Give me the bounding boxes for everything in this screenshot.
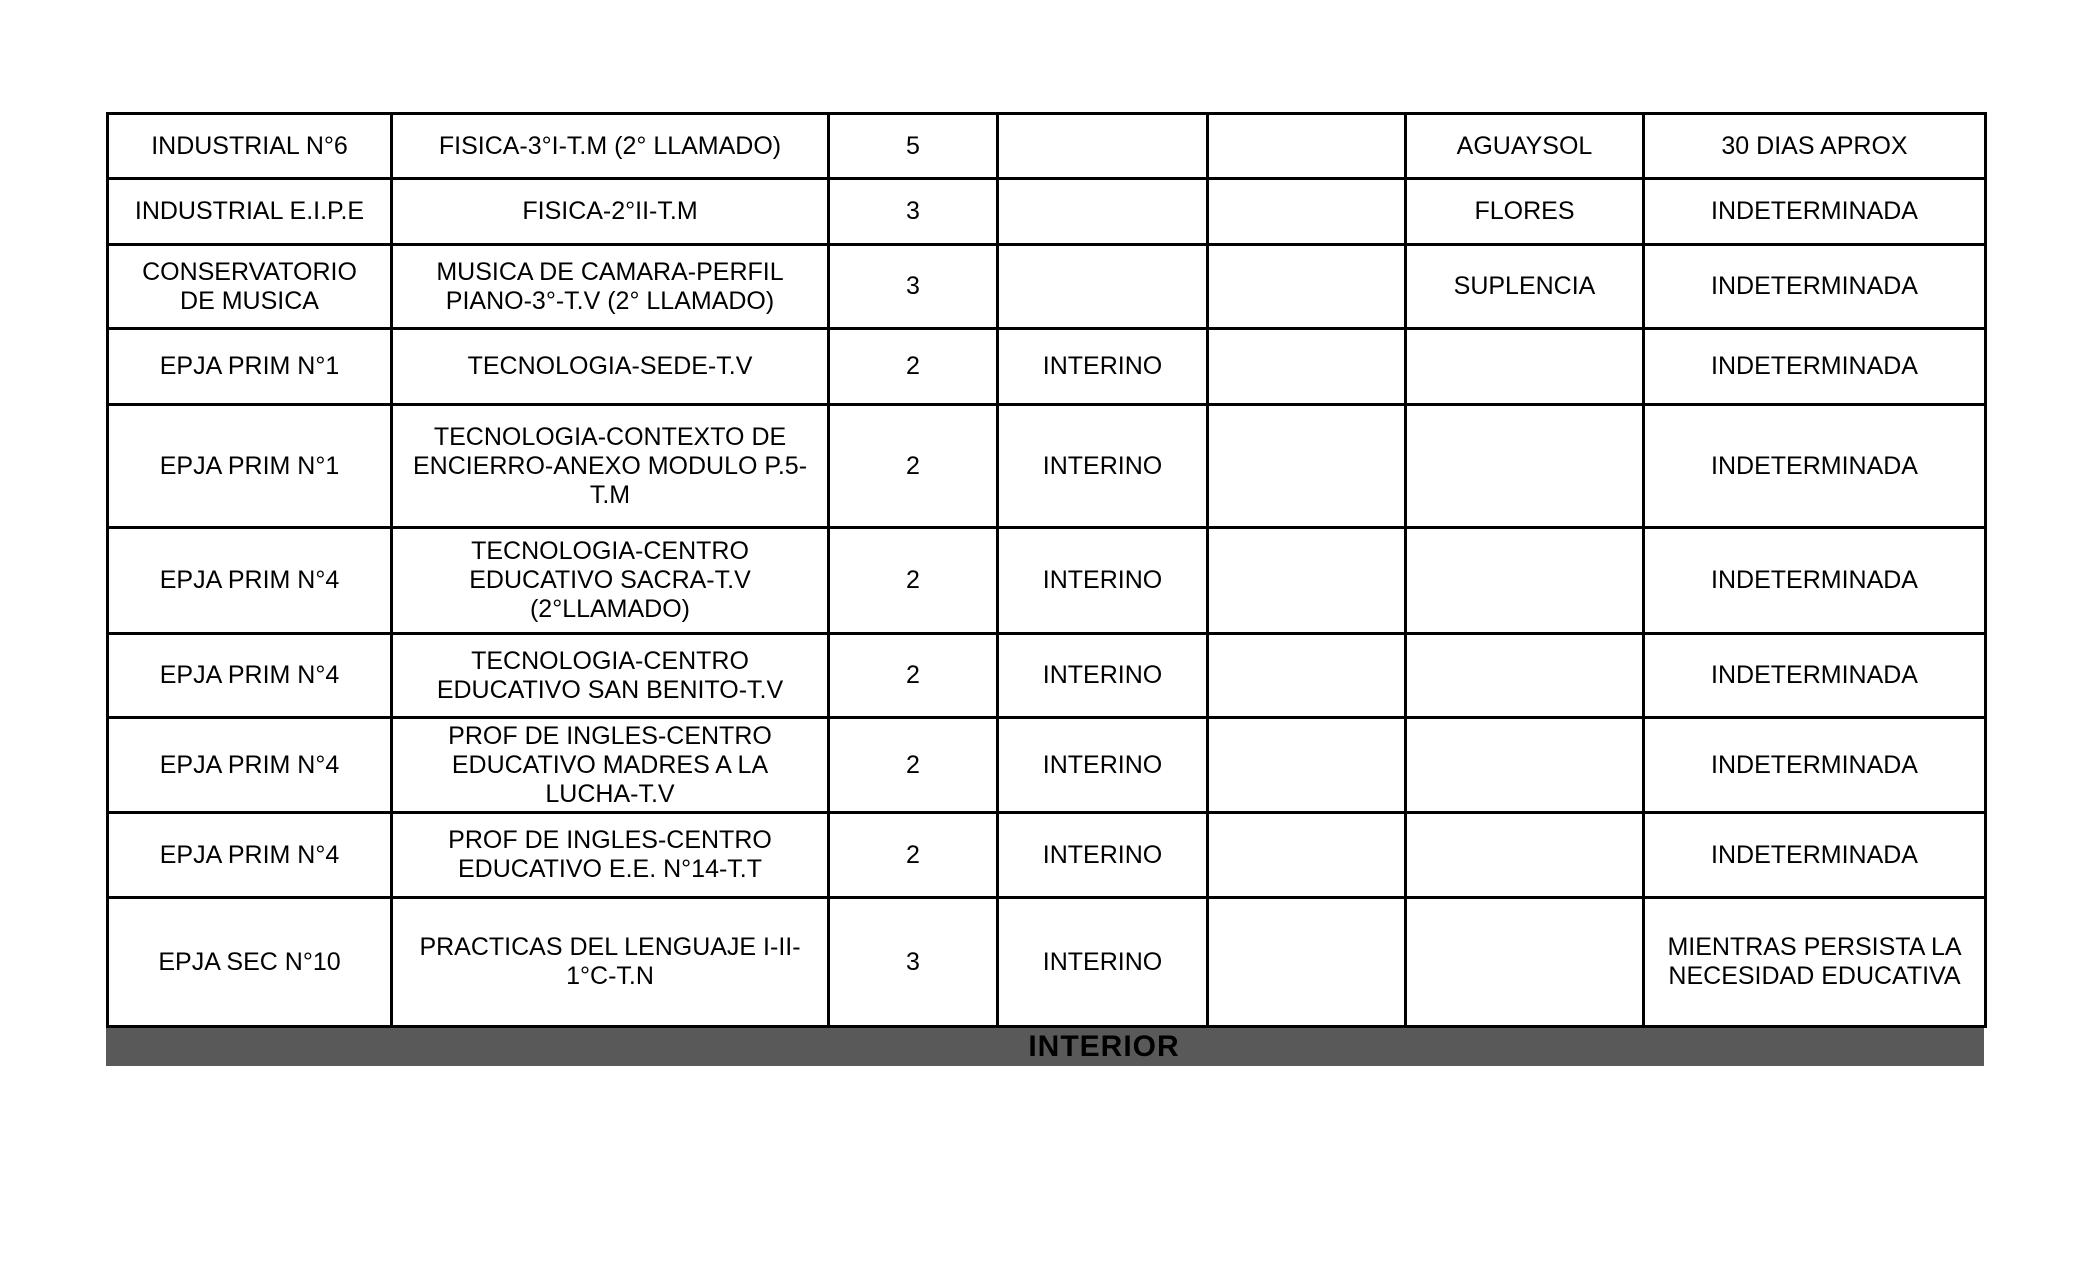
cell-empty (1206, 403, 1407, 529)
cell-status: INTERINO (996, 896, 1209, 1028)
cell-school: EPJA PRIM N°1 (106, 403, 393, 529)
cell-status: INTERINO (996, 526, 1209, 635)
cell-assignee: FLORES (1404, 177, 1645, 246)
section-header-interior: INTERIOR (106, 1028, 1984, 1066)
cell-subject: TECNOLOGIA-CONTEXTO DE ENCIERRO-ANEXO MO… (390, 403, 830, 529)
cell-empty (1206, 177, 1407, 246)
table-row: EPJA PRIM N°1 TECNOLOGIA-CONTEXTO DE ENC… (106, 403, 1987, 529)
cell-hours: 3 (827, 243, 999, 330)
cell-subject: TECNOLOGIA-SEDE-T.V (390, 327, 830, 406)
cell-hours: 2 (827, 526, 999, 635)
cell-duration: INDETERMINADA (1642, 811, 1987, 899)
cell-school: EPJA PRIM N°4 (106, 526, 393, 635)
cell-hours: 3 (827, 177, 999, 246)
cell-hours: 2 (827, 716, 999, 814)
cell-status: INTERINO (996, 811, 1209, 899)
table-row: INDUSTRIAL E.I.P.E FISICA-2°II-T.M 3 FLO… (106, 177, 1987, 246)
cell-duration: INDETERMINADA (1642, 526, 1987, 635)
vacancy-table: INDUSTRIAL N°6 FISICA-3°I-T.M (2° LLAMAD… (106, 112, 1987, 1028)
cell-school: INDUSTRIAL E.I.P.E (106, 177, 393, 246)
cell-school: EPJA PRIM N°4 (106, 632, 393, 719)
cell-assignee (1404, 403, 1645, 529)
table-row: CONSERVATORIO DE MUSICA MUSICA DE CAMARA… (106, 243, 1987, 330)
cell-assignee: SUPLENCIA (1404, 243, 1645, 330)
cell-hours: 5 (827, 112, 999, 180)
cell-hours: 3 (827, 896, 999, 1028)
cell-duration: INDETERMINADA (1642, 177, 1987, 246)
table-row: EPJA SEC N°10 PRACTICAS DEL LENGUAJE I-I… (106, 896, 1987, 1028)
cell-subject: FISICA-2°II-T.M (390, 177, 830, 246)
cell-duration: INDETERMINADA (1642, 403, 1987, 529)
cell-school: INDUSTRIAL N°6 (106, 112, 393, 180)
cell-assignee (1404, 716, 1645, 814)
cell-empty (1206, 716, 1407, 814)
cell-duration: 30 DIAS APROX (1642, 112, 1987, 180)
cell-school: EPJA PRIM N°1 (106, 327, 393, 406)
table-row: EPJA PRIM N°1 TECNOLOGIA-SEDE-T.V 2 INTE… (106, 327, 1987, 406)
table-row: EPJA PRIM N°4 PROF DE INGLES-CENTRO EDUC… (106, 811, 1987, 899)
cell-subject: PROF DE INGLES-CENTRO EDUCATIVO E.E. N°1… (390, 811, 830, 899)
cell-status: INTERINO (996, 716, 1209, 814)
cell-subject: MUSICA DE CAMARA-PERFIL PIANO-3°-T.V (2°… (390, 243, 830, 330)
cell-subject: TECNOLOGIA-CENTRO EDUCATIVO SAN BENITO-T… (390, 632, 830, 719)
cell-school: EPJA PRIM N°4 (106, 811, 393, 899)
cell-hours: 2 (827, 811, 999, 899)
cell-status (996, 112, 1209, 180)
cell-status: INTERINO (996, 403, 1209, 529)
cell-duration: INDETERMINADA (1642, 327, 1987, 406)
cell-empty (1206, 526, 1407, 635)
cell-assignee (1404, 327, 1645, 406)
table-row: EPJA PRIM N°4 PROF DE INGLES-CENTRO EDUC… (106, 716, 1987, 814)
cell-status: INTERINO (996, 327, 1209, 406)
cell-subject: PRACTICAS DEL LENGUAJE I-II- 1°C-T.N (390, 896, 830, 1028)
cell-assignee (1404, 896, 1645, 1028)
cell-assignee (1404, 811, 1645, 899)
cell-empty (1206, 243, 1407, 330)
cell-school: EPJA PRIM N°4 (106, 716, 393, 814)
cell-status (996, 177, 1209, 246)
cell-duration: MIENTRAS PERSISTA LA NECESIDAD EDUCATIVA (1642, 896, 1987, 1028)
table-row: INDUSTRIAL N°6 FISICA-3°I-T.M (2° LLAMAD… (106, 112, 1987, 180)
cell-status (996, 243, 1209, 330)
cell-assignee: AGUAYSOL (1404, 112, 1645, 180)
table-row: EPJA PRIM N°4 TECNOLOGIA-CENTRO EDUCATIV… (106, 526, 1987, 635)
cell-empty (1206, 327, 1407, 406)
cell-hours: 2 (827, 632, 999, 719)
cell-empty (1206, 896, 1407, 1028)
cell-duration: INDETERMINADA (1642, 243, 1987, 330)
cell-subject: TECNOLOGIA-CENTRO EDUCATIVO SACRA-T.V (2… (390, 526, 830, 635)
cell-assignee (1404, 632, 1645, 719)
vacancy-table-sheet: INDUSTRIAL N°6 FISICA-3°I-T.M (2° LLAMAD… (106, 112, 1987, 1066)
section-header-label: INTERIOR (1028, 1030, 1180, 1063)
cell-assignee (1404, 526, 1645, 635)
cell-hours: 2 (827, 403, 999, 529)
cell-subject: PROF DE INGLES-CENTRO EDUCATIVO MADRES A… (390, 716, 830, 814)
cell-duration: INDETERMINADA (1642, 632, 1987, 719)
cell-school: CONSERVATORIO DE MUSICA (106, 243, 393, 330)
cell-status: INTERINO (996, 632, 1209, 719)
cell-empty (1206, 811, 1407, 899)
cell-empty (1206, 632, 1407, 719)
cell-empty (1206, 112, 1407, 180)
cell-hours: 2 (827, 327, 999, 406)
cell-school: EPJA SEC N°10 (106, 896, 393, 1028)
cell-subject: FISICA-3°I-T.M (2° LLAMADO) (390, 112, 830, 180)
cell-duration: INDETERMINADA (1642, 716, 1987, 814)
table-row: EPJA PRIM N°4 TECNOLOGIA-CENTRO EDUCATIV… (106, 632, 1987, 719)
